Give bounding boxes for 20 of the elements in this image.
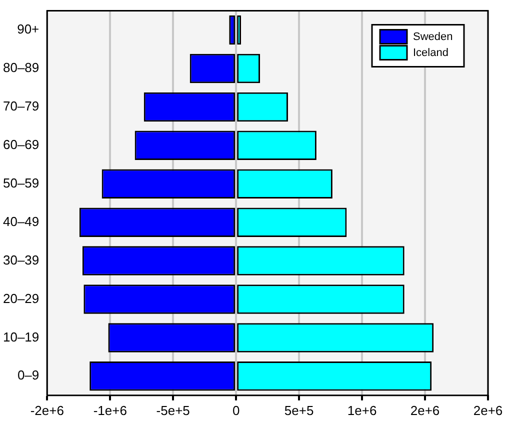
y-tick-label: 60–69: [2, 136, 40, 152]
x-tick-label: 1e+6: [347, 402, 377, 418]
y-tick-label: 10–19: [2, 329, 40, 344]
legend-label: Iceland: [413, 46, 448, 59]
x-tick-label: 5e+5: [284, 402, 314, 418]
x-tick-label: -2e+6: [30, 402, 64, 418]
y-tick-label: 50–59: [2, 175, 40, 190]
y-tick-label: 80–89: [2, 60, 40, 76]
y-tick-label: 0–9: [17, 368, 40, 383]
x-tick-label: 0: [232, 402, 240, 418]
x-tick-label: 2e+6: [410, 402, 440, 418]
x-tick-label: -1e+6: [93, 402, 127, 418]
y-tick-label: 40–49: [2, 214, 40, 229]
y-tick-label: 20–29: [2, 290, 40, 306]
x-tick-label: 2e+6: [473, 402, 503, 418]
y-tick-label: 30–39: [2, 252, 40, 268]
y-tick-label: 70–79: [2, 98, 40, 114]
x-tick-label: -5e+5: [156, 402, 190, 418]
y-tick-label: 90+: [17, 22, 40, 37]
legend-label: Sweden: [413, 30, 453, 43]
